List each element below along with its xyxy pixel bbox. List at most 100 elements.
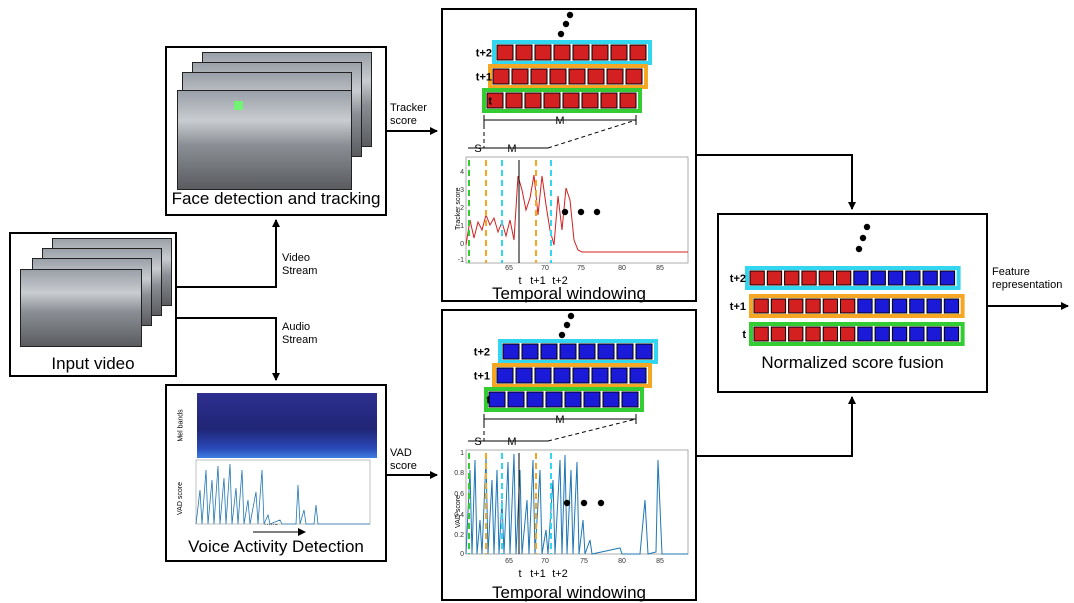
time-tick: t+2 [552,568,568,580]
window-cell [801,270,817,286]
temporal-bottom-label: Temporal windowing [491,583,647,602]
window-cell [805,326,821,342]
row-label: t+1 [476,72,492,84]
window-cell [540,343,558,360]
window-cell [507,391,525,408]
tick-label: 0.8 [454,470,464,477]
dashed-windows-top [468,160,552,263]
tick-label: -1 [458,257,464,264]
time-tick-labels: t t+1 t+2 t t+1 t+2 [518,275,567,580]
tick-label: 85 [656,558,664,565]
tick-label: 0 [460,241,464,248]
tick-label: 3 [460,187,464,194]
window-cell [857,298,873,314]
dot [859,234,867,242]
window-cell [891,298,908,314]
window-cell [587,68,605,85]
ellipsis-dots [557,11,871,339]
tracker-score-label: Tracker score [390,102,427,127]
window-cell [578,343,596,360]
dot [597,499,605,507]
window-cell [572,44,590,61]
time-tick: t [518,568,521,580]
window-cell [621,391,639,408]
tick-label: 70 [541,265,549,272]
window-cell [805,298,821,314]
time-tick: t+1 [530,568,546,580]
dot [593,208,601,216]
vad-plot: VAD score [455,449,689,555]
m-label-bottom: M [555,414,564,426]
tick-label: 1 [460,450,464,457]
feature-representation-label: Feature representation [992,266,1063,291]
dashed-windows-bottom [468,453,552,554]
tick-label: 0.2 [454,532,464,539]
window-cell [553,44,571,61]
window-cell [926,326,942,342]
axis-ticks: 4 3 2 1 0 -1 65 70 75 80 85 1 0.8 0.6 0.4 0.2 0 65 70 75 80 8… [454,169,664,565]
window-cell [853,270,869,286]
window-cell [922,270,938,286]
window-cell [840,326,856,342]
row-label: t [742,329,746,341]
arrow-top-to-fusion [697,154,856,210]
mel-spectrogram [197,393,377,458]
window-cell [515,367,533,384]
window-cell [502,343,520,360]
row-label: t+2 [730,273,746,285]
dot [563,321,571,329]
window-cell [591,44,609,61]
window-cell [606,68,624,85]
m-label-bottom-2: M [507,436,516,448]
window-cell [488,391,506,408]
window-brackets-top [468,115,637,149]
window-cell [534,367,552,384]
window-cell [766,270,783,286]
window-cell [909,326,925,342]
video-stream-label: Video Stream [282,252,318,277]
window-cell [625,68,643,85]
row-label: t [486,395,490,407]
time-tick: t+2 [552,275,568,287]
face-frame-main [177,90,352,190]
tick-label: 75 [580,558,588,565]
window-cell [939,270,956,286]
time-tick: t+1 [530,275,546,287]
vad-label: Voice Activity Detection [188,537,364,556]
tick-label: 80 [618,265,626,272]
tick-label: 2 [460,205,464,212]
dot [558,331,566,339]
tick-label: 65 [505,265,513,272]
dot [563,499,571,507]
window-cell [943,298,960,314]
window-cell [602,391,620,408]
window-cell [521,343,539,360]
window-cell [874,298,890,314]
window-cell [870,270,886,286]
window-cell [891,326,908,342]
window-cell [572,367,590,384]
window-cell [597,343,615,360]
tick-label: 85 [656,265,664,272]
tick-label: 1 [460,223,464,230]
face-detection-label: Face detection and tracking [171,189,381,208]
window-cell [486,92,504,109]
dot [566,11,574,19]
window-cell [545,391,563,408]
window-cell [543,92,561,109]
window-cell [788,298,804,314]
m-label-top-2: M [507,143,516,155]
m-label-top: M [555,115,564,127]
tick-label: 80 [618,558,626,565]
s-label-bottom: S [474,436,481,448]
window-cell [524,92,542,109]
input-video-box: Input video [9,232,177,377]
window-cell [909,298,925,314]
window-cell [836,270,852,286]
window-cell [564,391,582,408]
window-cell [874,326,890,342]
window-cell [749,270,765,286]
window-cell [887,270,904,286]
tick-label: 75 [577,265,585,272]
dot [562,20,570,28]
